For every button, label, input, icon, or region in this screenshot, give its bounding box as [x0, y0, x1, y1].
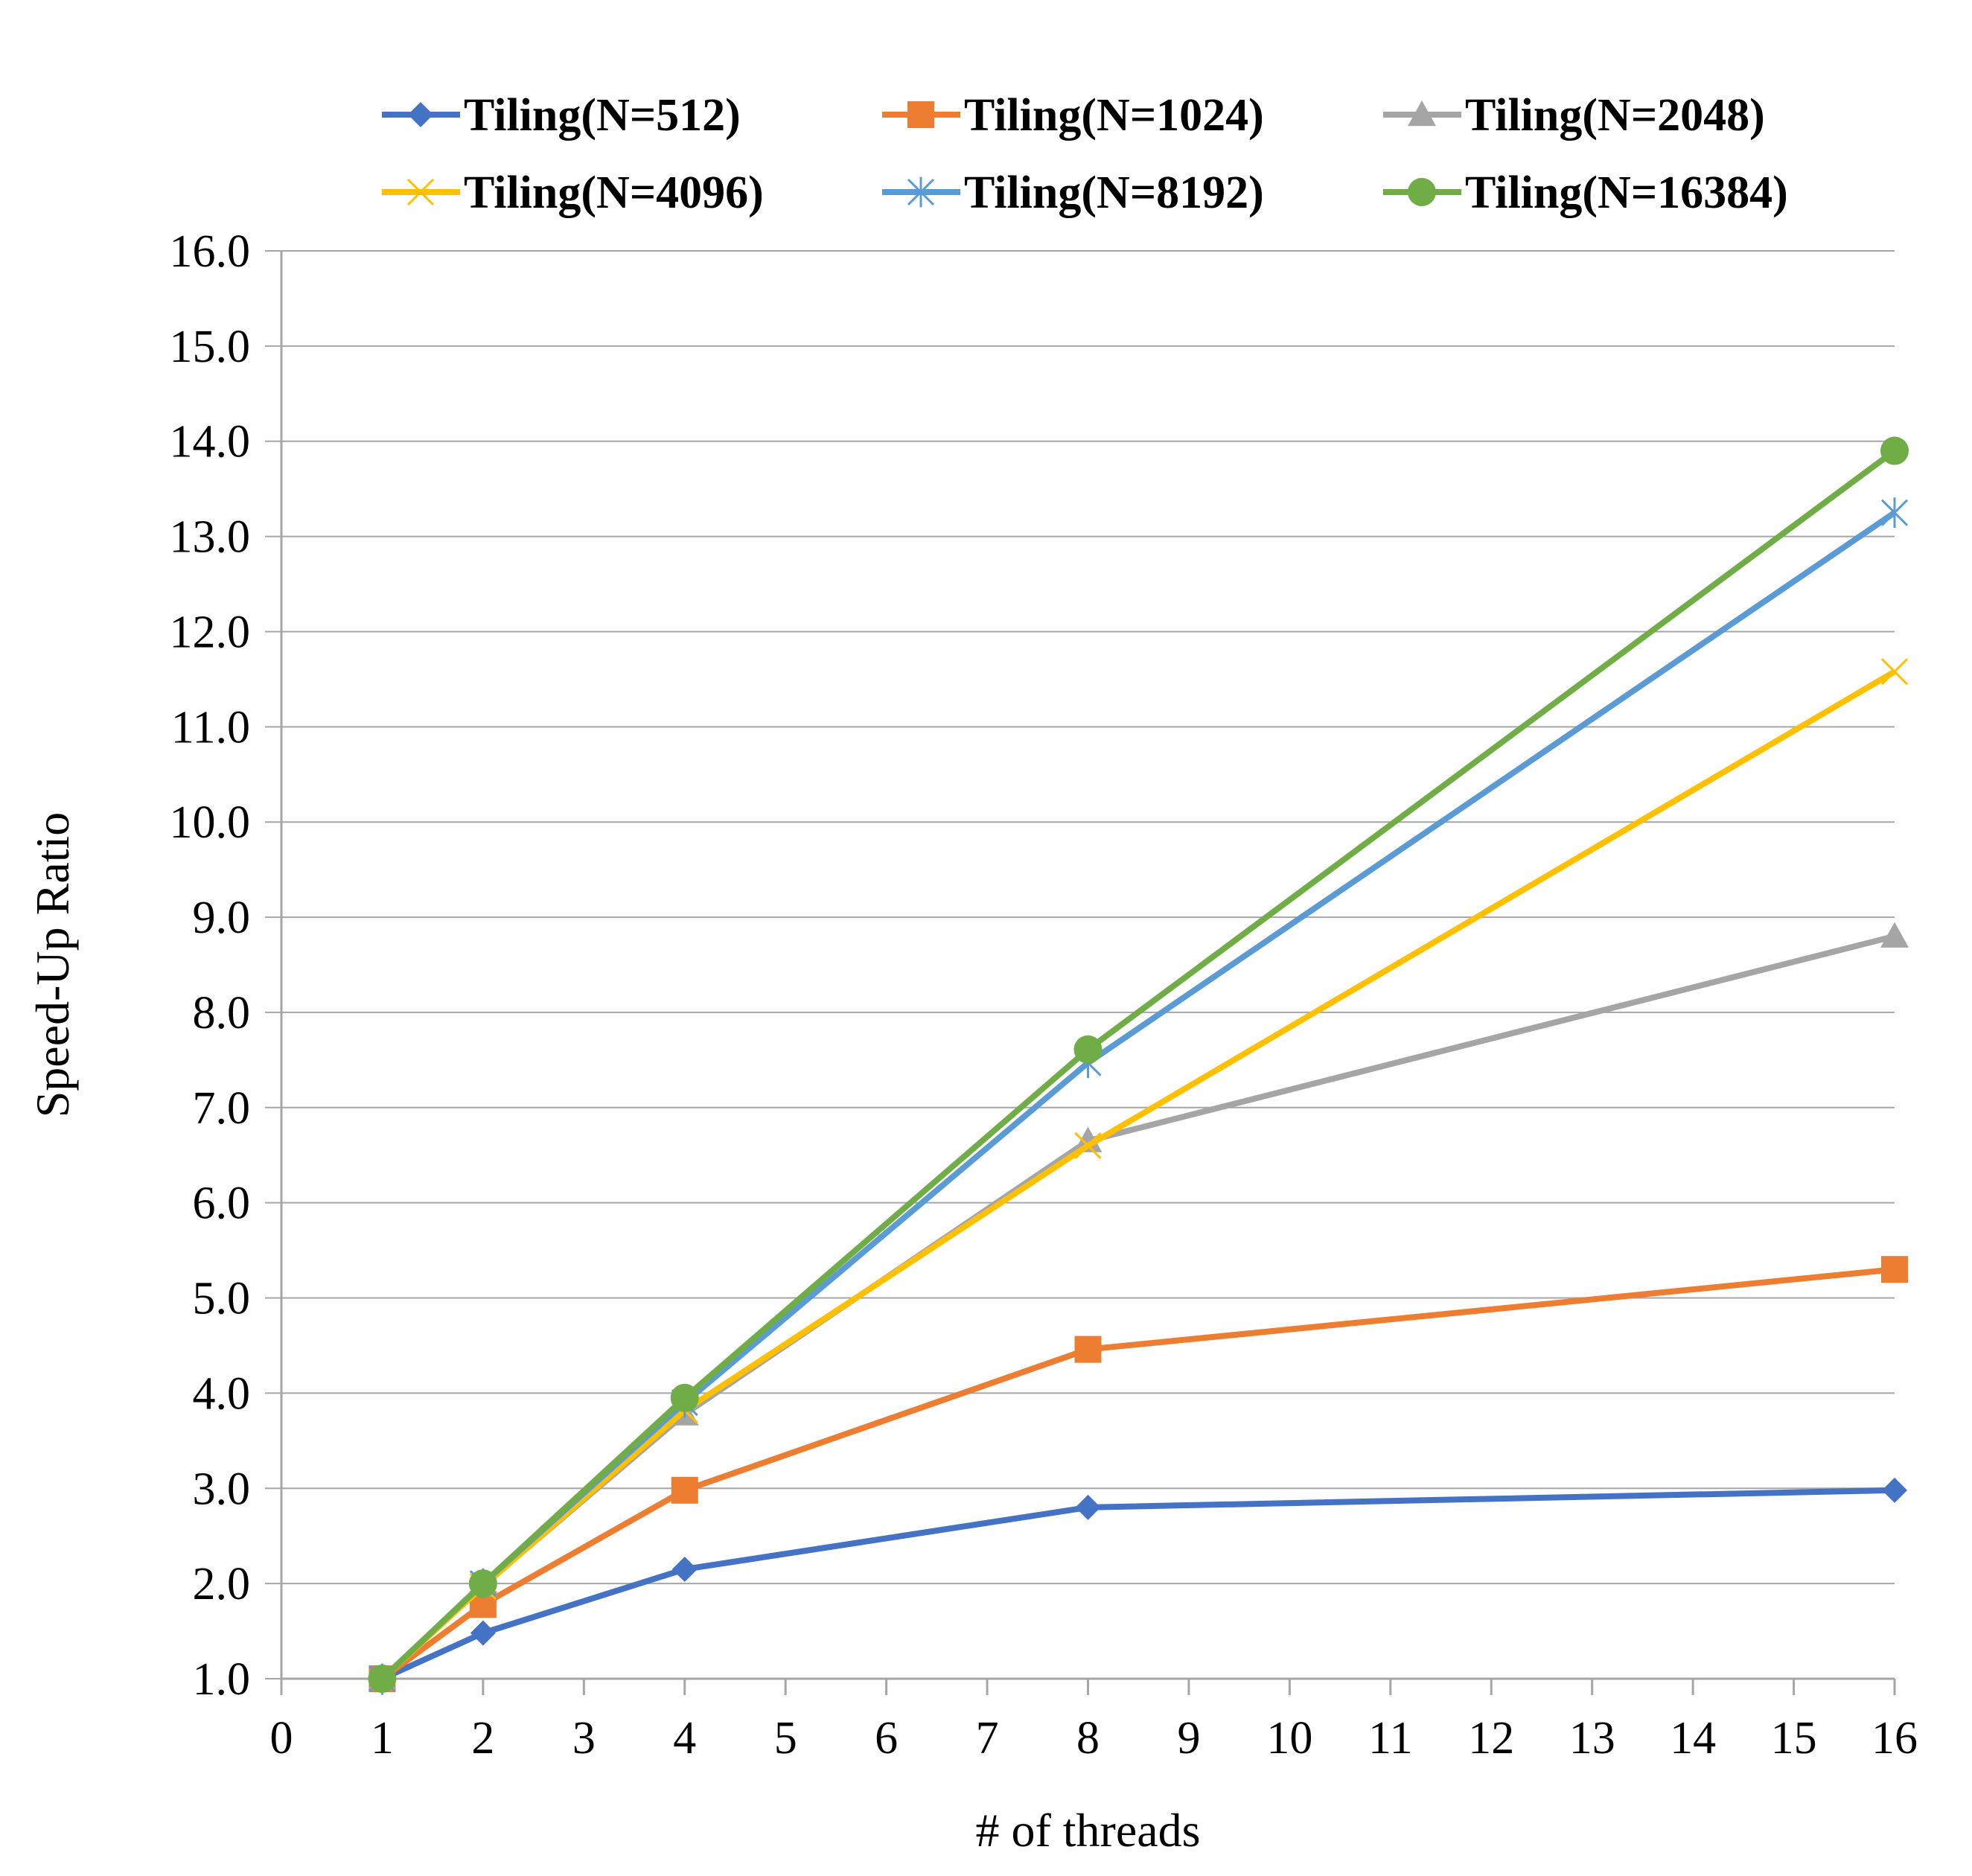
x-tick-label: 15: [1771, 1713, 1817, 1764]
data-point: [1880, 436, 1909, 465]
x-tick-label: 14: [1670, 1713, 1716, 1764]
legend-marker: [1408, 100, 1436, 127]
x-tick-label: 13: [1569, 1713, 1615, 1764]
x-tick-label: 0: [270, 1713, 293, 1764]
legend-label: Tiling(N=16384): [1465, 168, 1788, 218]
y-tick-label: 7.0: [193, 1083, 251, 1134]
series-4: [368, 497, 1909, 1694]
y-tick-label: 3.0: [193, 1464, 251, 1514]
legend-label: Tiling(N=2048): [1465, 90, 1765, 141]
y-tick-label: 15.0: [170, 322, 251, 372]
x-tick-label: 3: [572, 1713, 596, 1764]
y-tick-label: 6.0: [193, 1178, 251, 1229]
data-point: [1075, 1494, 1101, 1520]
legend-marker: [907, 176, 935, 208]
legend-entry: Tiling(N=2048): [1383, 90, 1765, 141]
data-point: [1880, 497, 1909, 529]
series-line: [380, 933, 1895, 1681]
legend: Tiling(N=512) Tiling(N=1024) Tiling(N=2048…: [382, 90, 1788, 218]
legend-entry: Tiling(N=8192): [882, 168, 1264, 218]
legend-marker: [408, 102, 433, 127]
legend-entry: Tiling(N=1024): [882, 90, 1264, 141]
x-tick-label: 1: [371, 1713, 394, 1764]
y-tick-label: 13.0: [170, 512, 251, 563]
x-tick-label: 10: [1266, 1713, 1312, 1764]
data-point: [470, 1620, 496, 1646]
y-tick-label: 5.0: [193, 1274, 251, 1324]
data-point: [468, 1569, 497, 1598]
y-tick-label: 14.0: [170, 417, 251, 468]
x-tick-label: 6: [875, 1713, 898, 1764]
x-tick-label: 4: [673, 1713, 696, 1764]
y-tick-label: 1.0: [193, 1654, 251, 1705]
y-tick-label: 10.0: [170, 797, 251, 848]
data-point: [1881, 1256, 1908, 1283]
data-point: [1880, 658, 1909, 686]
series-5: [368, 436, 1909, 1693]
legend-label: Tiling(N=512): [464, 90, 741, 141]
x-tick-label: 9: [1177, 1713, 1200, 1764]
series-line: [380, 1487, 1895, 1682]
series-lines: [368, 436, 1909, 1694]
legend-marker: [1408, 178, 1436, 206]
y-axis-title: Speed-Up Ratio: [26, 812, 79, 1118]
data-point: [670, 1383, 699, 1412]
x-tick-label: 11: [1368, 1713, 1413, 1764]
x-tick-label: 8: [1076, 1713, 1100, 1764]
x-tick-label: 16: [1872, 1713, 1918, 1764]
axes: 1.0 2.0 3.0 4.0 5.0 6.0 7.0 8.0 9.0 10.0 11.0 12.0 1…: [170, 226, 1918, 1764]
x-tick-label: 5: [774, 1713, 797, 1764]
data-point: [1074, 1336, 1102, 1363]
y-tick-label: 11.0: [171, 702, 250, 753]
y-tick-label: 2.0: [193, 1559, 251, 1609]
data-point: [671, 1556, 698, 1582]
y-tick-label: 4.0: [193, 1368, 251, 1419]
data-point: [1882, 1477, 1907, 1503]
legend-marker: [907, 101, 934, 128]
legend-entry: Tiling(N=16384): [1383, 168, 1788, 218]
grid-lines: [265, 250, 1895, 1679]
x-tick-label: 7: [976, 1713, 999, 1764]
data-point: [671, 1476, 698, 1504]
legend-label: Tiling(N=8192): [964, 168, 1264, 218]
series-0: [369, 1477, 1907, 1691]
legend-entry: Tiling(N=4096): [382, 168, 764, 218]
y-tick-label: 9.0: [193, 893, 251, 943]
data-point: [1074, 1132, 1102, 1160]
series-2: [368, 922, 1909, 1691]
y-tick-label: 16.0: [170, 226, 251, 277]
x-tick-label: 12: [1468, 1713, 1514, 1764]
y-tick-label: 8.0: [193, 988, 251, 1038]
legend-marker: [406, 178, 435, 206]
data-point: [1073, 1126, 1103, 1152]
data-point: [368, 1665, 397, 1693]
data-point: [1073, 1035, 1103, 1064]
x-axis-title: # of threads: [975, 1804, 1200, 1857]
x-tick-label: 2: [471, 1713, 494, 1764]
legend-entry: Tiling(N=512): [382, 90, 741, 141]
legend-label: Tiling(N=1024): [964, 90, 1264, 141]
data-point: [1880, 922, 1909, 948]
legend-label: Tiling(N=4096): [464, 168, 764, 218]
y-tick-label: 12.0: [170, 607, 251, 657]
